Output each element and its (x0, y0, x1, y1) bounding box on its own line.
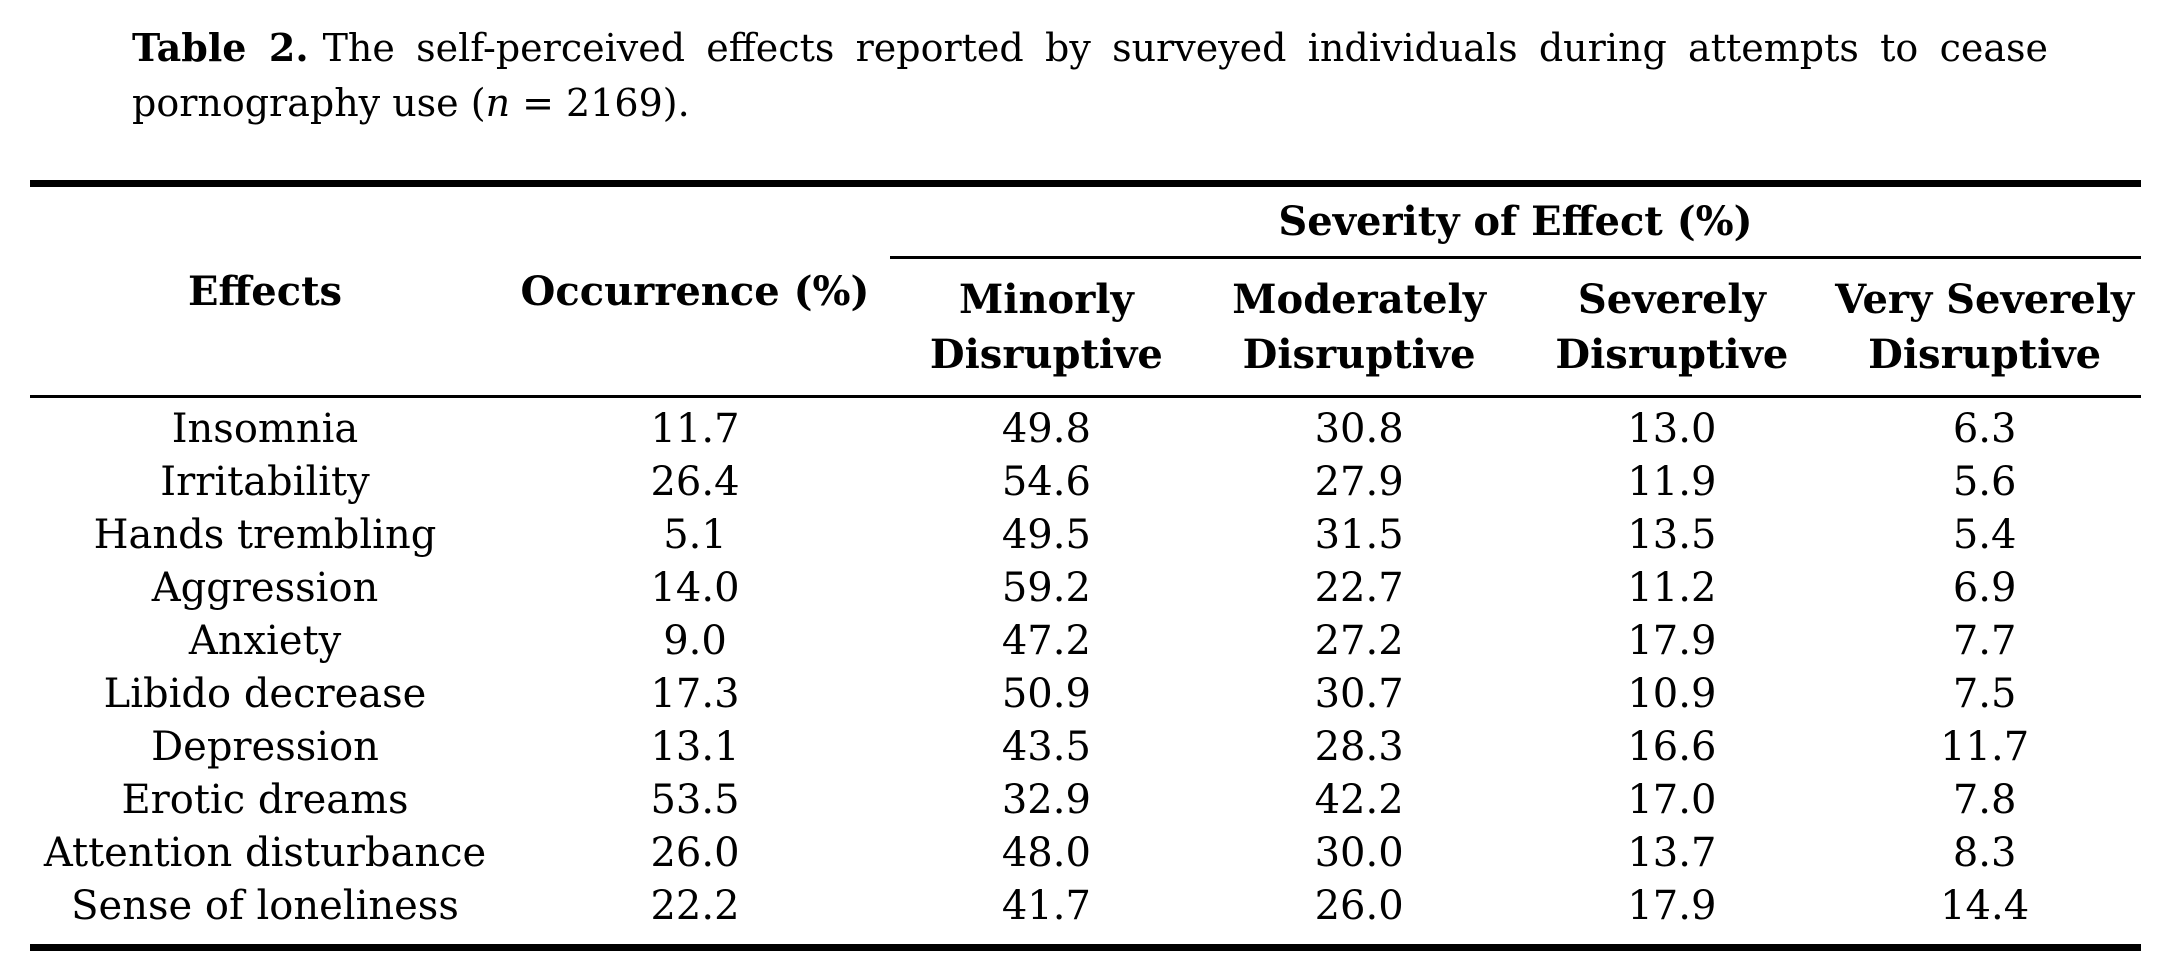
severity-value-cell: 17.9 (1627, 882, 1717, 929)
effect-cell: Depression (151, 723, 379, 770)
severity-value-cell: 8.3 (1952, 829, 2017, 876)
severity-value-cell: 47.2 (1001, 617, 1091, 664)
col-header-effects: Effects (187, 267, 343, 315)
severity-value-cell: 11.9 (1627, 458, 1717, 505)
occurrence-cell: 22.2 (650, 882, 740, 929)
effect-cell: Sense of loneliness (71, 882, 459, 929)
occurrence-cell: 11.7 (650, 405, 740, 452)
header-line: Disruptive (1242, 331, 1476, 378)
severity-value-cell: 32.9 (1001, 776, 1091, 823)
severity-value-cell: 28.3 (1314, 723, 1404, 770)
occurrence-cell: 5.1 (663, 511, 727, 558)
caption-n-value: = 2169). (510, 81, 690, 125)
caption-line-1: Table 2. The self-perceived effects repor… (132, 20, 2048, 76)
severity-value-cell: 6.3 (1952, 405, 2017, 452)
col-header-minorly-disruptive: Minorly Disruptive (890, 259, 1203, 395)
severity-value-cell: 43.5 (1001, 723, 1091, 770)
severity-value-cell: 10.9 (1627, 670, 1717, 717)
caption-table-number: Table 2. (132, 25, 309, 70)
header-line: Very Severely (1835, 276, 2135, 323)
severity-value-cell: 27.9 (1314, 458, 1404, 505)
occurrence-cell: 17.3 (650, 670, 740, 717)
occurrence-cell: 9.0 (663, 617, 727, 664)
data-table: Effects Occurrence (%) Severity of Effec… (30, 180, 2141, 951)
severity-value-cell: 59.2 (1001, 564, 1091, 611)
header-line: Disruptive (929, 331, 1163, 378)
effect-cell: Erotic dreams (121, 776, 409, 823)
severity-value-cell: 13.0 (1627, 405, 1717, 452)
severity-value-cell: 50.9 (1001, 670, 1091, 717)
col-header-very-severely-disruptive: Very Severely Disruptive (1828, 259, 2141, 395)
occurrence-cell: 26.4 (650, 458, 740, 505)
occurrence-cell: 26.0 (650, 829, 740, 876)
table-body: Insomnia 11.7 49.8 30.8 13.0 6.3 Irritability 2… (30, 398, 2141, 944)
severity-value-cell: 7.8 (1952, 776, 2017, 823)
severity-value-cell: 7.7 (1952, 617, 2017, 664)
severity-value-cell: 26.0 (1314, 882, 1404, 929)
effect-cell: Aggression (151, 564, 379, 611)
effect-cell: Insomnia (171, 405, 359, 452)
caption-line-2: pornography use (n = 2169). (132, 76, 2048, 131)
header-line: Disruptive (1555, 331, 1789, 378)
severity-value-cell: 49.5 (1001, 511, 1091, 558)
severity-value-cell: 31.5 (1314, 511, 1404, 558)
table-header: Effects Occurrence (%) Severity of Effec… (30, 187, 2141, 398)
effect-cell: Hands trembling (93, 511, 437, 558)
header-line: Minorly (959, 276, 1134, 323)
effect-cell: Anxiety (188, 617, 342, 664)
caption-n-symbol: n (485, 81, 511, 125)
col-header-severely-disruptive: Severely Disruptive (1516, 259, 1829, 395)
severity-value-cell: 11.2 (1627, 564, 1717, 611)
severity-value-cell: 22.7 (1314, 564, 1404, 611)
caption-text: The self-perceived effects reported by s… (322, 26, 2048, 70)
severity-value-cell: 5.6 (1952, 458, 2017, 505)
table-bottom-rule (30, 944, 2141, 951)
severity-value-cell: 17.0 (1627, 776, 1717, 823)
severity-value-cell: 11.7 (1940, 723, 2030, 770)
severity-value-cell: 13.5 (1627, 511, 1717, 558)
header-line: Disruptive (1868, 331, 2102, 378)
severity-value-cell: 49.8 (1001, 405, 1091, 452)
effect-cell: Irritability (160, 458, 370, 505)
severity-value-cell: 7.5 (1952, 670, 2017, 717)
occurrence-cell: 13.1 (650, 723, 740, 770)
col-header-occurrence: Occurrence (%) (520, 267, 870, 315)
col-header-severity-group: Severity of Effect (%) (890, 187, 2141, 259)
header-line: Severely (1577, 276, 1766, 323)
severity-value-cell: 48.0 (1001, 829, 1091, 876)
severity-value-cell: 16.6 (1627, 723, 1717, 770)
severity-value-cell: 14.4 (1940, 882, 2030, 929)
col-header-moderately-disruptive: Moderately Disruptive (1203, 259, 1516, 395)
severity-value-cell: 41.7 (1001, 882, 1091, 929)
effect-cell: Attention disturbance (43, 829, 487, 876)
severity-value-cell: 5.4 (1952, 511, 2017, 558)
severity-value-cell: 54.6 (1001, 458, 1091, 505)
severity-value-cell: 30.8 (1314, 405, 1404, 452)
effect-cell: Libido decrease (103, 670, 427, 717)
table-caption: Table 2. The self-perceived effects repor… (132, 20, 2048, 131)
table-top-rule (30, 180, 2141, 187)
severity-value-cell: 42.2 (1314, 776, 1404, 823)
header-line: Moderately (1232, 276, 1486, 323)
severity-value-cell: 30.7 (1314, 670, 1404, 717)
severity-value-cell: 13.7 (1627, 829, 1717, 876)
severity-value-cell: 27.2 (1314, 617, 1404, 664)
caption-text-2: pornography use ( (132, 81, 486, 125)
occurrence-cell: 14.0 (650, 564, 740, 611)
severity-value-cell: 6.9 (1952, 564, 2017, 611)
severity-value-cell: 30.0 (1314, 829, 1404, 876)
severity-value-cell: 17.9 (1627, 617, 1717, 664)
occurrence-cell: 53.5 (650, 776, 740, 823)
